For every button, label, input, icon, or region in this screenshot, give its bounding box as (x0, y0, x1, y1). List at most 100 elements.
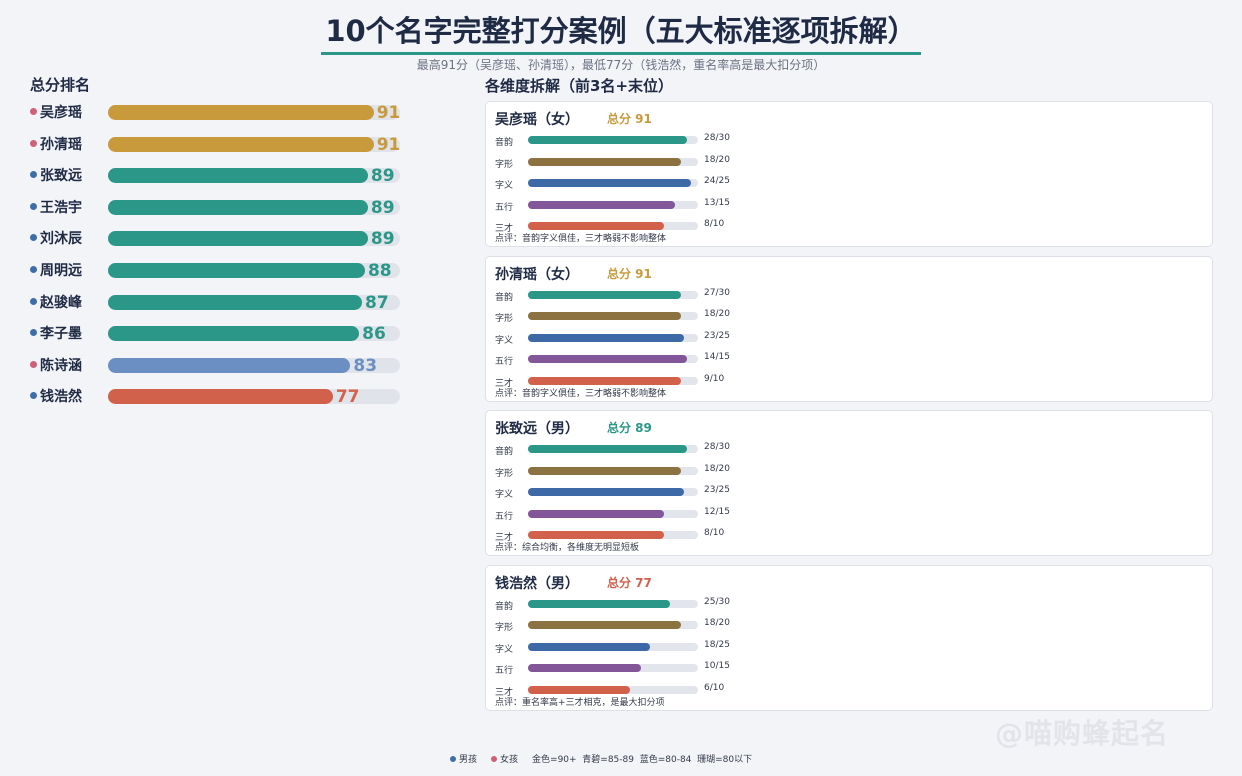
rank-bar (108, 105, 374, 120)
rank-value: 89 (370, 197, 395, 218)
card-name: 孙清瑶（女） (495, 266, 579, 283)
dimension-bar (528, 333, 685, 342)
card-name: 钱浩然（男） (495, 575, 579, 592)
rank-bar (108, 294, 363, 310)
rank-bar (108, 357, 351, 373)
dimension-bar (528, 599, 670, 608)
dimension-bar (528, 488, 685, 497)
rank-bar (108, 136, 374, 152)
dimension-card: 钱浩然（男） 总分 77 音韵 25/30 字形 18/20 字义 18/25 五行 10/15 三… (485, 564, 1213, 711)
dimension-bar (528, 355, 687, 364)
card-comment: 点评：音韵字义俱佳，三才略弱不影响整体 (495, 234, 667, 244)
card-total: 总分 91 (607, 112, 652, 126)
dimension-bar-track (528, 621, 698, 630)
dimension-score: 28/30 (704, 133, 730, 143)
rank-name: 孙清瑶 (40, 136, 82, 153)
dimension-bar (528, 312, 681, 321)
dimension-label: 三才 (495, 224, 514, 235)
dimension-bar-track (528, 466, 698, 475)
dimension-bar-track (528, 488, 698, 497)
rank-row: 钱浩然 77 (30, 385, 410, 407)
rank-row: 王浩宇 89 (30, 196, 410, 218)
dimension-label: 五行 (495, 202, 514, 213)
dimension-card: 孙清瑶（女） 总分 91 音韵 27/30 字形 18/20 字义 23/25 五行 14/15 三… (485, 255, 1213, 402)
dimension-label: 字形 (495, 468, 514, 479)
dimension-score: 23/25 (704, 330, 730, 341)
dimension-bar-track (528, 531, 698, 540)
rank-bar-track (108, 199, 400, 215)
dimension-bar-track (528, 136, 698, 144)
dimension-card: 张致远（男） 总分 89 音韵 28/30 字形 18/20 字义 23/25 五行 12/15 三… (485, 410, 1213, 556)
rank-row: 孙清瑶 91 (30, 133, 410, 155)
legend-boy: 男孩 (450, 752, 477, 765)
dimension-bar-track (528, 290, 698, 299)
rank-bar-track (108, 389, 400, 405)
dimension-score: 8/10 (704, 219, 725, 230)
rank-row: 周明远 88 (30, 259, 410, 281)
dimension-bar (528, 642, 651, 651)
gender-dot-icon (30, 234, 37, 242)
dimension-bar (528, 445, 687, 453)
dimension-score: 13/15 (704, 197, 730, 208)
dimension-bar-track (528, 685, 698, 694)
dimension-score: 8/10 (704, 528, 725, 539)
dimension-score: 18/20 (704, 463, 730, 474)
rank-name: 吴彦瑶 (40, 105, 82, 121)
rank-value: 89 (370, 166, 395, 187)
gender-dot-icon (30, 202, 37, 210)
page-title: 10个名字完整打分案例（五大标准逐项拆解） (321, 12, 921, 55)
rank-value: 77 (335, 387, 360, 408)
page-title-wrap: 10个名字完整打分案例（五大标准逐项拆解） (0, 12, 1242, 55)
rank-bar (108, 389, 333, 405)
dimension-score: 18/20 (704, 618, 730, 629)
dimension-bar (528, 531, 664, 540)
gender-dot-icon (30, 171, 37, 179)
rank-row: 赵骏峰 87 (30, 291, 410, 313)
rank-row: 吴彦瑶 91 (30, 101, 410, 123)
dimension-score: 23/25 (704, 485, 730, 496)
dimension-bar (528, 621, 681, 630)
dimension-bar (528, 685, 630, 694)
gender-dot-icon (30, 108, 37, 115)
rank-row: 李子墨 86 (30, 322, 410, 344)
rank-bar-track (108, 136, 400, 152)
dimension-bar-track (528, 509, 698, 518)
rank-row: 陈诗涵 83 (30, 354, 410, 376)
gender-dot-icon (30, 329, 37, 337)
card-total: 总分 89 (607, 421, 652, 435)
dimension-bar (528, 222, 664, 231)
rank-row: 刘沐辰 89 (30, 227, 410, 249)
dimension-label: 三才 (495, 378, 514, 389)
rank-name: 周明远 (40, 263, 82, 279)
rank-bar-track (108, 231, 400, 247)
dimension-bar-track (528, 312, 698, 321)
dimension-label: 字形 (495, 314, 514, 325)
dimension-score: 27/30 (704, 287, 730, 298)
dimension-score: 18/25 (704, 639, 730, 650)
dimension-bar (528, 376, 681, 385)
dimension-label: 字形 (495, 159, 514, 170)
dimension-bar-track (528, 664, 698, 673)
gender-dot-icon (30, 266, 37, 273)
dimension-score: 28/30 (704, 442, 730, 452)
dimension-bar-track (528, 599, 698, 608)
girl-dot-icon (491, 755, 498, 762)
rank-value: 86 (362, 324, 386, 345)
dimension-bar-track (528, 333, 698, 342)
dimension-score: 25/30 (704, 596, 730, 607)
rank-bar (108, 326, 360, 342)
dimension-bar-track (528, 157, 698, 166)
dimension-bar (528, 466, 681, 475)
page-subtitle: 最高91分（吴彦瑶、孙清瑶），最低77分（钱浩然，重名率高是最大扣分项） (416, 58, 826, 72)
card-total: 总分 77 (607, 575, 652, 590)
rank-name: 王浩宇 (40, 199, 82, 216)
dimension-score: 6/10 (704, 682, 725, 693)
dimension-score: 18/20 (704, 154, 730, 165)
rank-bar-track (108, 168, 400, 184)
card-name: 张致远（男） (495, 421, 579, 437)
dimension-label: 音韵 (495, 447, 514, 457)
dimension-label: 三才 (495, 687, 514, 698)
rank-value: 89 (370, 229, 395, 250)
dimension-bar (528, 664, 642, 673)
dimension-score: 24/25 (704, 176, 730, 187)
